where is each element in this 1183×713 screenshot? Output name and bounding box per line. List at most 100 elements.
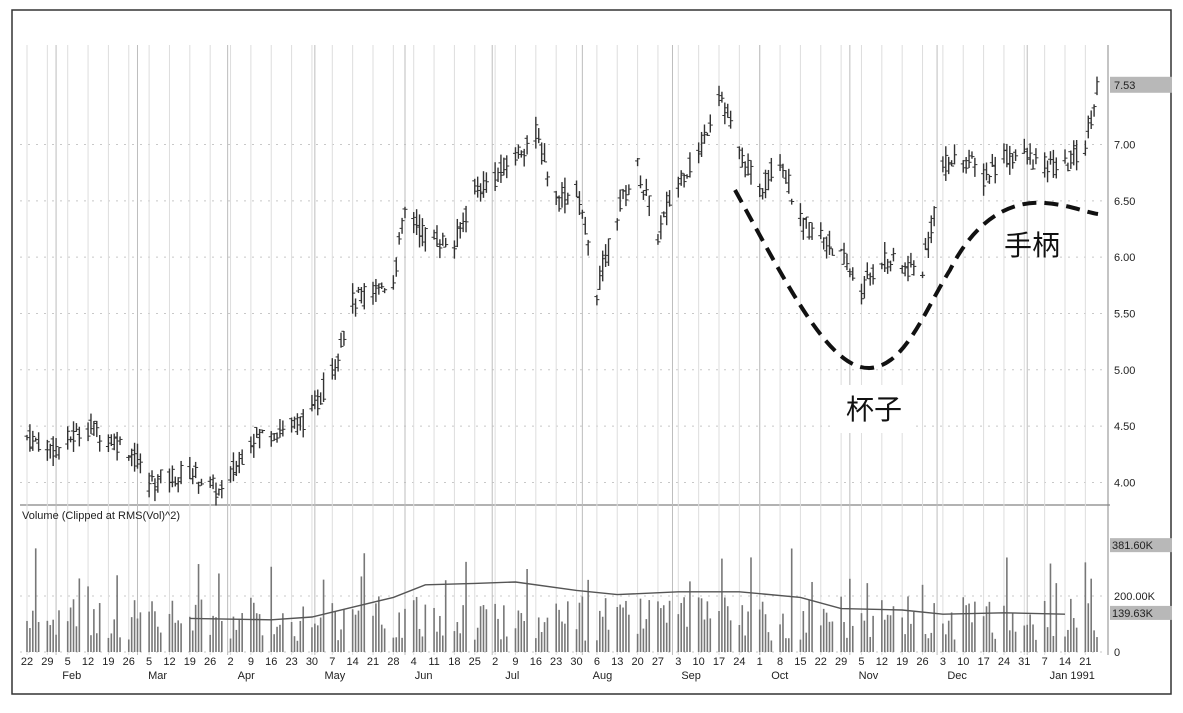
price-bar — [1094, 76, 1100, 96]
x-month-label: Feb — [62, 670, 81, 682]
price-bar — [373, 278, 379, 302]
price-bar — [24, 434, 30, 441]
volume-tick-label: 0 — [1114, 647, 1120, 659]
price-bar — [198, 478, 204, 486]
x-month-label: May — [325, 670, 346, 682]
price-bar — [931, 206, 937, 227]
price-bar — [716, 85, 722, 107]
price-bar — [969, 151, 975, 159]
x-day-label: 15 — [794, 656, 806, 668]
x-day-label: 24 — [733, 656, 745, 668]
average-volume-label-marker — [1110, 605, 1172, 620]
price-bar — [207, 476, 213, 488]
price-bar — [963, 156, 969, 174]
price-bar — [44, 439, 50, 461]
x-day-label: 16 — [265, 656, 277, 668]
price-bar — [50, 436, 56, 467]
price-bar — [321, 372, 327, 402]
price-bar — [1045, 160, 1051, 183]
price-bar — [73, 423, 79, 432]
price-bar — [274, 432, 280, 443]
price-bar — [292, 416, 297, 429]
price-bar — [475, 176, 481, 198]
price-bar — [600, 250, 606, 282]
price-bar — [338, 332, 344, 348]
price-bar — [169, 465, 175, 488]
price-bar — [88, 413, 94, 434]
price-bar — [553, 190, 559, 205]
price-bar — [902, 262, 908, 277]
price-bar — [512, 147, 518, 166]
volume-panel-title: Volume (Clipped at RMS(Vol)^2) — [22, 510, 180, 522]
price-bar — [460, 212, 466, 233]
x-day-label: 22 — [21, 656, 33, 668]
price-bar — [579, 209, 585, 219]
price-bar — [765, 169, 771, 191]
price-bar — [277, 418, 283, 438]
price-bar — [623, 185, 629, 207]
x-month-label: Jan 1991 — [1050, 670, 1095, 682]
price-bar — [1065, 162, 1071, 172]
price-bar — [952, 144, 958, 165]
x-day-label: 7 — [1042, 656, 1048, 668]
price-bar — [783, 170, 789, 184]
price-bar — [47, 443, 53, 459]
price-bar — [757, 183, 763, 198]
x-day-label: 31 — [1018, 656, 1030, 668]
price-bar — [789, 198, 795, 205]
x-day-label: 10 — [957, 656, 969, 668]
price-bar — [1033, 148, 1039, 165]
price-tick-label: 6.00 — [1114, 252, 1135, 264]
x-day-label: 29 — [835, 656, 847, 668]
price-bar — [675, 176, 681, 198]
price-bar — [1053, 157, 1059, 179]
x-day-label: 1 — [757, 656, 763, 668]
price-bar — [353, 298, 359, 317]
price-bar — [614, 218, 620, 231]
price-bar — [309, 394, 315, 412]
price-bar — [492, 162, 498, 191]
price-bar — [414, 209, 420, 236]
price-bar — [617, 189, 623, 212]
price-bar — [271, 433, 277, 441]
price-bar — [268, 431, 274, 447]
price-bar — [94, 420, 100, 438]
price-bar — [175, 477, 181, 493]
price-bar — [940, 156, 946, 173]
cup-handle-line — [733, 189, 1099, 371]
price-bar — [289, 417, 295, 433]
price-bar — [71, 421, 77, 452]
price-bar — [739, 147, 745, 168]
price-bar — [457, 222, 463, 239]
x-day-label: 26 — [204, 656, 216, 668]
x-day-label: 5 — [858, 656, 864, 668]
price-bar — [1091, 104, 1097, 117]
price-bar — [300, 409, 306, 438]
x-month-label: Mar — [148, 670, 167, 682]
price-bar — [504, 155, 510, 179]
x-month-label: Oct — [771, 670, 788, 682]
price-bar — [422, 227, 428, 252]
price-bar — [134, 443, 140, 469]
price-tick-label: 7.00 — [1114, 139, 1135, 151]
price-bar — [111, 433, 117, 451]
price-bar — [443, 237, 449, 248]
price-bar — [260, 429, 266, 434]
price-bar — [850, 267, 856, 281]
price-bar — [105, 434, 111, 452]
price-bar — [658, 215, 664, 240]
x-day-label: 2 — [227, 656, 233, 668]
x-month-label: Jul — [505, 670, 519, 682]
price-bar — [542, 143, 548, 163]
price-bar — [315, 389, 321, 416]
price-bar — [797, 203, 803, 227]
price-bar — [239, 449, 245, 465]
price-tick-label: 5.00 — [1114, 365, 1135, 377]
price-bar — [190, 468, 196, 485]
price-bar — [562, 177, 568, 214]
x-day-label: 23 — [550, 656, 562, 668]
price-bar — [606, 238, 612, 266]
price-bar — [294, 413, 300, 435]
price-bar — [544, 171, 550, 187]
